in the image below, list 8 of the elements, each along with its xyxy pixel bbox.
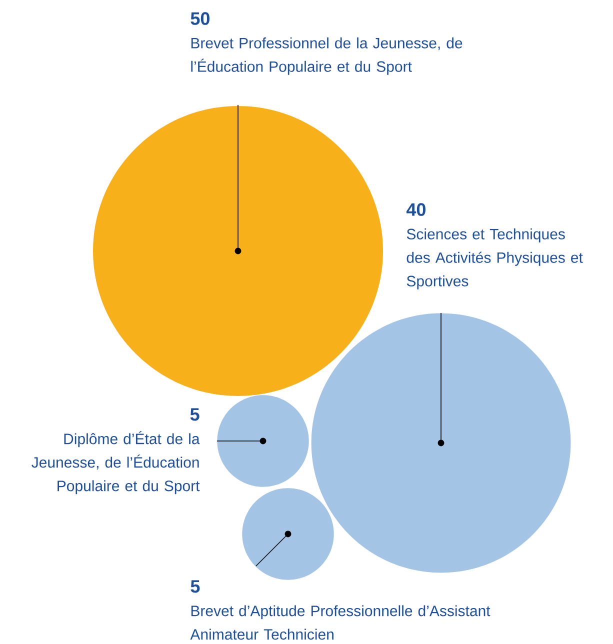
category-label: Brevet Professionnel de la Jeunesse, de l’Éducation Populaire et du Sport [191, 37, 462, 75]
data-label: 50 [190, 12, 210, 25]
data-label: 40 [406, 203, 426, 216]
category-label: Diplôme d’État de la Jeunesse, de l’Éducation Populaire et du Sport [32, 431, 200, 494]
data-label: 5 [190, 580, 200, 593]
category-label: Sciences et Techniques des Activités Physiques et Sportives [406, 228, 583, 290]
category-label: Brevet d’Aptitude Professionnelle d’Assistant Animateur Technicien [190, 605, 490, 640]
data-label: 5 [190, 408, 200, 421]
